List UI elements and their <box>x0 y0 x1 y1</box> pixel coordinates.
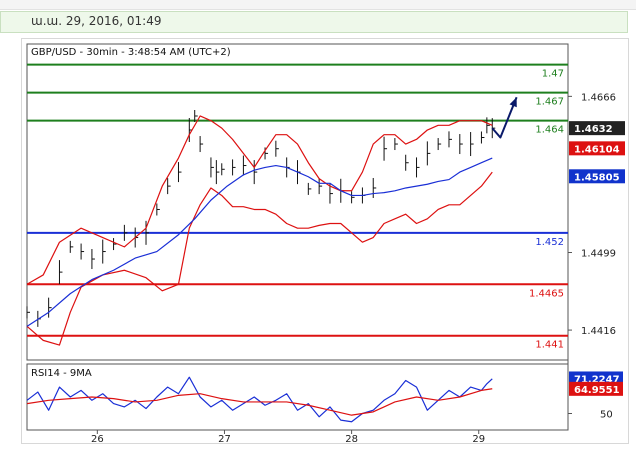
level-label-4: 1.4465 <box>529 288 564 299</box>
price-tag-0-label: 1.4632 <box>574 124 613 135</box>
price-series-forecast-arrow <box>491 96 518 139</box>
price-tag-1-box <box>569 141 625 156</box>
level-label-1: 1.467 <box>535 97 564 108</box>
x-tick-label-2: 28 <box>345 434 358 445</box>
price-series-moving-average <box>26 157 493 327</box>
level-label-2: 1.464 <box>535 125 564 136</box>
level-label-5: 1.441 <box>535 340 564 351</box>
date-tab[interactable] <box>0 11 628 33</box>
x-tick-label-3: 29 <box>472 434 485 445</box>
rsi-tag-1-label: 64.9551 <box>574 385 620 396</box>
chart-date-label: ա.ա. 29, 2016, 01:49 <box>31 14 162 28</box>
price-panel-frame <box>26 43 569 361</box>
rsi-tag-0-label: 71.2247 <box>574 374 620 385</box>
rsi-tick-label-0: 50 <box>600 410 613 421</box>
price-tick-label-2: 1.4416 <box>581 326 616 337</box>
level-label-3: 1.452 <box>535 237 564 248</box>
rsi-chart-title: RSI14 - 9MA <box>31 368 92 379</box>
price-tag-0-box <box>569 121 625 136</box>
price-tick-label-0: 1.4666 <box>581 92 616 103</box>
window-strip <box>0 0 636 10</box>
x-tick-label-1: 27 <box>218 434 231 445</box>
rsi-tag-1-box <box>569 381 623 396</box>
rsi-series-9MA <box>26 388 493 416</box>
price-tag-2-box <box>569 169 625 184</box>
price-chart-title: GBP/USD - 30min - 3:48:54 AM (UTC+2) <box>31 47 231 58</box>
price-series-bollinger-upper <box>26 115 493 285</box>
x-tick-label-0: 26 <box>91 434 104 445</box>
forecast-arrowhead <box>509 97 517 108</box>
price-tick-label-1: 1.4499 <box>581 248 616 259</box>
price-tag-1-label: 1.46104 <box>574 144 620 155</box>
chart-frame <box>21 38 629 444</box>
price-series-bollinger-lower <box>26 171 493 346</box>
price-tag-2-label: 1.45805 <box>574 172 620 183</box>
rsi-panel-frame <box>26 363 569 431</box>
level-label-0: 1.47 <box>542 69 564 80</box>
rsi-series-RSI14 <box>26 376 493 423</box>
top-bar: ա.ա. 29, 2016, 01:49 <box>0 0 636 38</box>
